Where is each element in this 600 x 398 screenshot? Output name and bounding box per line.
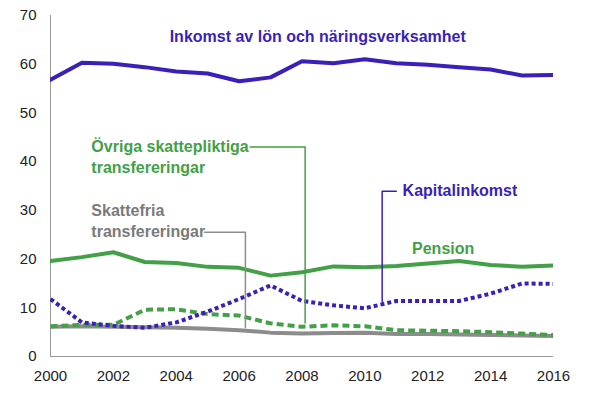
svg-text:transfereringar: transfereringar xyxy=(91,223,205,240)
svg-text:2008: 2008 xyxy=(285,367,318,384)
svg-text:2006: 2006 xyxy=(222,367,255,384)
svg-text:60: 60 xyxy=(20,55,37,72)
svg-text:2004: 2004 xyxy=(160,367,193,384)
svg-text:Inkomst av lön och näringsverk: Inkomst av lön och näringsverksamhet xyxy=(170,28,467,45)
svg-text:2016: 2016 xyxy=(537,367,570,384)
svg-text:20: 20 xyxy=(20,250,37,267)
svg-text:50: 50 xyxy=(20,104,37,121)
svg-text:Skattefria: Skattefria xyxy=(91,202,164,219)
svg-text:0: 0 xyxy=(28,347,36,364)
svg-text:2014: 2014 xyxy=(474,367,507,384)
svg-text:70: 70 xyxy=(20,6,37,23)
svg-text:40: 40 xyxy=(20,152,37,169)
svg-text:Pension: Pension xyxy=(412,240,474,257)
svg-text:2000: 2000 xyxy=(34,367,67,384)
svg-text:Kapitalinkomst: Kapitalinkomst xyxy=(403,182,518,199)
svg-text:Övriga skattepliktiga: Övriga skattepliktiga xyxy=(91,137,248,155)
svg-text:transfereringar: transfereringar xyxy=(91,159,205,176)
svg-text:2002: 2002 xyxy=(97,367,130,384)
svg-text:2010: 2010 xyxy=(348,367,381,384)
svg-text:30: 30 xyxy=(20,201,37,218)
svg-text:10: 10 xyxy=(20,299,37,316)
svg-text:2012: 2012 xyxy=(411,367,444,384)
